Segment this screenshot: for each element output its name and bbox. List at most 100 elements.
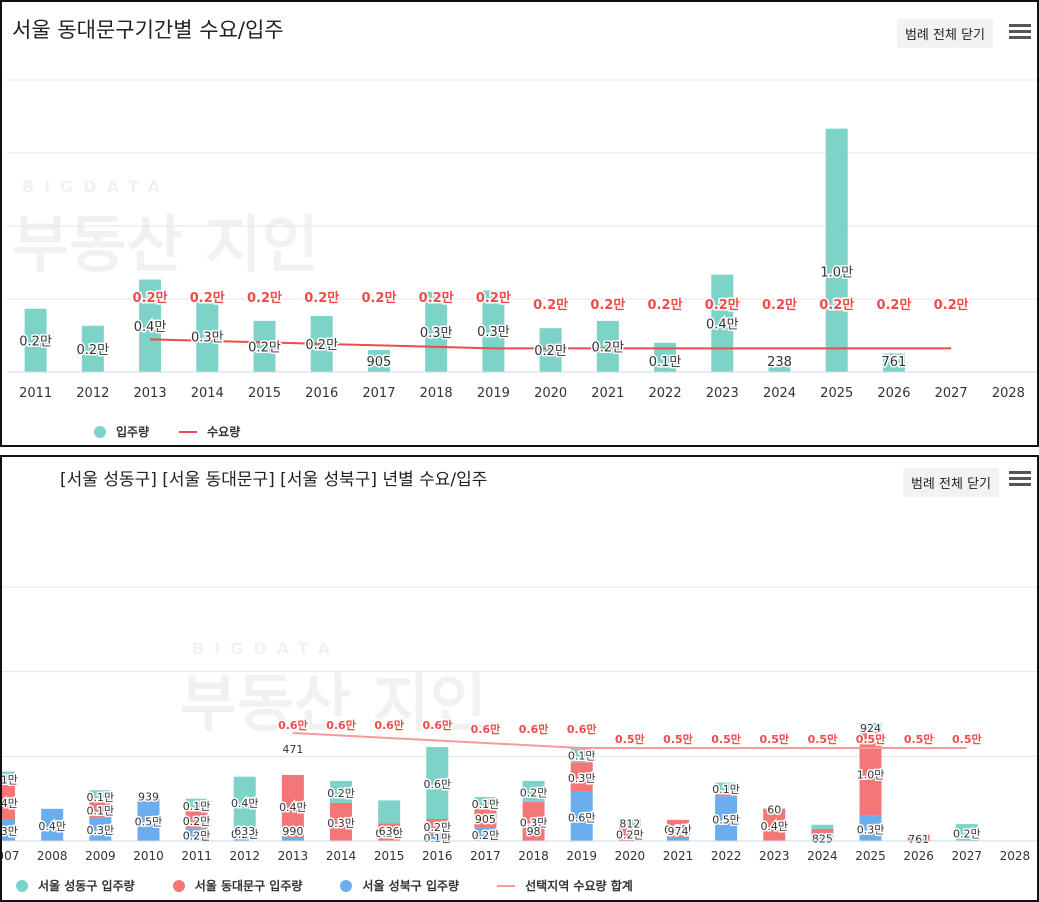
stacked-data-label: 0.2만 bbox=[183, 815, 211, 828]
stacked-data-label: 0.6만 bbox=[423, 778, 451, 791]
demand-sum-data-label: 0.5만 bbox=[952, 732, 982, 746]
stacked-data-label: 0.2만 bbox=[953, 828, 981, 841]
bar-data-label: 238 bbox=[767, 355, 792, 370]
x-tick-label: 2015 bbox=[374, 849, 405, 863]
stacked-data-label: 825 bbox=[812, 833, 833, 846]
stacked-data-label: 0.1만 bbox=[423, 832, 451, 845]
stacked-data-label: 60 bbox=[767, 804, 781, 817]
x-tick-label: 2021 bbox=[663, 849, 694, 863]
x-tick-label: 2013 bbox=[134, 386, 167, 401]
stacked-bar-segment bbox=[2, 818, 16, 841]
stacked-data-label: 0.2만 bbox=[375, 827, 403, 840]
stacked-bar-segment bbox=[137, 793, 160, 798]
demand-data-label: 0.2만 bbox=[819, 297, 854, 313]
stacked-bar-segment bbox=[618, 818, 641, 826]
x-tick-label: 2028 bbox=[1000, 849, 1031, 863]
legend-item-dongdaemun[interactable]: 서울 동대문구 입주량 bbox=[172, 877, 302, 894]
demand-sum-data-label: 0.6만 bbox=[471, 722, 501, 736]
stacked-data-label: 0.3만 bbox=[568, 772, 596, 785]
hamburger-menu-icon[interactable] bbox=[1009, 24, 1031, 40]
stacked-bar-segment bbox=[185, 828, 208, 841]
top-legend: 입주량 수요량 bbox=[94, 423, 240, 440]
legend-item-demand[interactable]: 수요량 bbox=[179, 423, 240, 440]
stacked-bar-segment bbox=[41, 808, 64, 841]
demand-data-label: 0.2만 bbox=[361, 290, 396, 306]
bar-data-label: 0.1만 bbox=[649, 355, 682, 370]
bar-move-in bbox=[253, 320, 276, 372]
stacked-data-label: 0.2만 bbox=[520, 786, 548, 799]
legend-item-seongdong[interactable]: 서울 성동구 입주량 bbox=[16, 877, 135, 894]
legend-item-demand-sum[interactable]: 선택지역 수요량 합계 bbox=[497, 877, 633, 894]
stacked-data-label: 0.3만 bbox=[327, 817, 355, 830]
demand-sum-data-label: 0.6만 bbox=[326, 718, 356, 732]
x-tick-label: 2017 bbox=[470, 849, 501, 863]
legend-label: 수요량 bbox=[207, 425, 241, 439]
demand-line bbox=[150, 338, 952, 350]
legend-label: 선택지역 수요량 합계 bbox=[525, 879, 633, 893]
hamburger-menu-icon[interactable] bbox=[1009, 471, 1031, 487]
stacked-data-label: 0.2만 bbox=[616, 828, 644, 841]
legend-dot-icon bbox=[16, 879, 28, 892]
extra-data-label: 990 bbox=[282, 825, 303, 838]
stacked-data-label: 0.3만 bbox=[2, 825, 18, 838]
stacked-data-label: 0.2만 bbox=[231, 828, 259, 841]
extra-data-label: 974 bbox=[667, 825, 688, 838]
stacked-data-label: 939 bbox=[138, 791, 159, 804]
stacked-data-label: 0.1만 bbox=[2, 773, 18, 786]
chart-title: 서울 동대문구기간별 수요/입주 bbox=[12, 18, 284, 42]
stacked-bar-segment bbox=[474, 796, 497, 809]
stacked-bar-segment bbox=[715, 793, 738, 797]
stacked-bar-segment bbox=[378, 800, 401, 824]
x-tick-label: 2016 bbox=[422, 849, 453, 863]
stacked-bar-segment bbox=[330, 780, 353, 803]
legend-toggle-button[interactable]: 범례 전체 닫기 bbox=[902, 468, 999, 497]
demand-sum-data-label: 0.5만 bbox=[808, 732, 838, 746]
stacked-data-label: 0.4만 bbox=[760, 820, 788, 833]
demand-data-label: 0.2만 bbox=[934, 297, 969, 313]
x-tick-label: 2018 bbox=[420, 386, 453, 401]
stacked-data-label: 0.4만 bbox=[38, 820, 66, 833]
stacked-data-label: 0.1만 bbox=[183, 800, 211, 813]
x-tick-label: 2017 bbox=[362, 386, 395, 401]
bar-move-in bbox=[825, 128, 848, 372]
bar-data-label: 905 bbox=[367, 355, 392, 370]
stacked-data-label: 0.4만 bbox=[279, 801, 307, 814]
legend-item-move-in[interactable]: 입주량 bbox=[94, 423, 149, 440]
bar-data-label: 0.2만 bbox=[305, 338, 338, 353]
stacked-data-label: 0.2만 bbox=[183, 830, 211, 843]
bar-data-label: 0.2만 bbox=[534, 344, 567, 359]
demand-sum-data-label: 0.5만 bbox=[663, 732, 693, 746]
x-tick-label: 2011 bbox=[181, 849, 212, 863]
legend-item-seongbuk[interactable]: 서울 성북구 입주량 bbox=[340, 877, 459, 894]
stacked-data-label: 0.1만 bbox=[87, 805, 115, 818]
demand-data-label: 0.2만 bbox=[533, 297, 568, 313]
bar-move-in bbox=[482, 290, 505, 372]
bar-data-label: 0.2만 bbox=[248, 340, 281, 355]
demand-data-label: 0.2만 bbox=[705, 297, 740, 313]
x-tick-label: 2009 bbox=[85, 849, 116, 863]
extra-data-label: 636 bbox=[379, 825, 400, 838]
stacked-data-label: 0.2만 bbox=[472, 829, 500, 842]
x-tick-label: 2027 bbox=[952, 849, 983, 863]
bar-data-label: 0.2만 bbox=[19, 334, 52, 349]
stacked-bar-segment bbox=[570, 747, 593, 763]
stacked-data-label: 0.1만 bbox=[472, 798, 500, 811]
x-tick-label: 2008 bbox=[37, 849, 68, 863]
x-tick-label: 2011 bbox=[19, 386, 52, 401]
bar-move-in bbox=[139, 279, 162, 372]
bar-move-in bbox=[24, 308, 47, 372]
stacked-bar-segment bbox=[185, 811, 208, 829]
x-tick-label: 2026 bbox=[877, 386, 910, 401]
demand-data-label: 0.2만 bbox=[304, 290, 339, 306]
stacked-bar-segment bbox=[378, 823, 401, 841]
stacked-bar-segment bbox=[570, 791, 593, 841]
x-tick-label: 2024 bbox=[807, 849, 838, 863]
stacked-bar-segment bbox=[715, 796, 738, 841]
x-tick-label: 2021 bbox=[591, 386, 624, 401]
legend-toggle-button[interactable]: 범례 전체 닫기 bbox=[896, 19, 993, 48]
x-tick-label: 2013 bbox=[278, 849, 309, 863]
bar-move-in bbox=[81, 325, 104, 372]
stacked-data-label: 1.0만 bbox=[857, 768, 885, 781]
stacked-data-label: 0.4만 bbox=[231, 797, 259, 810]
x-tick-label: 2024 bbox=[763, 386, 796, 401]
